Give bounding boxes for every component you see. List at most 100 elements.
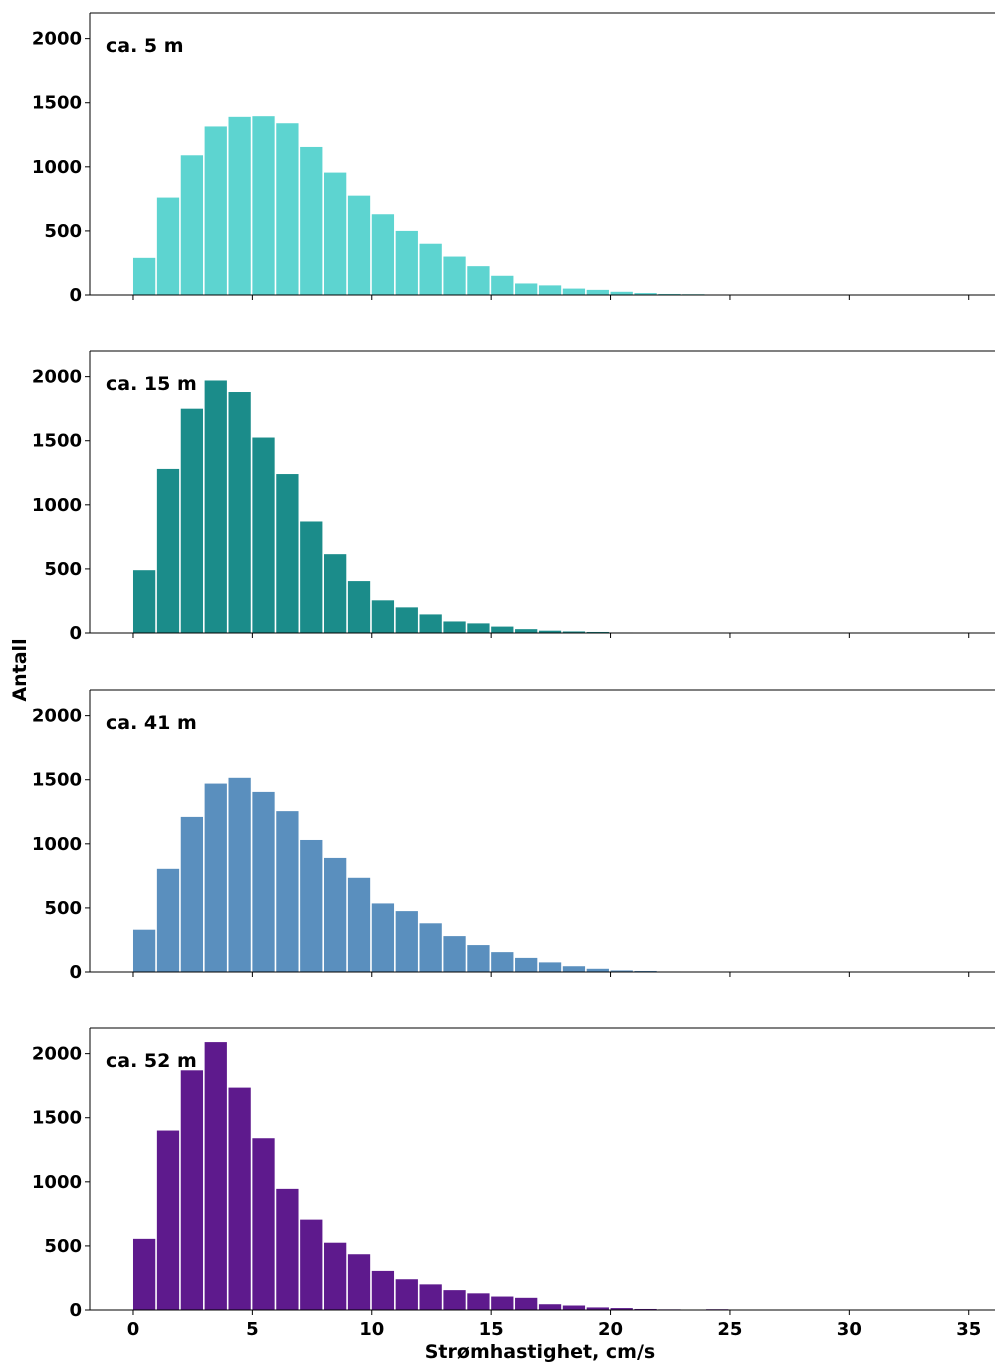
bar	[419, 614, 442, 633]
bar	[228, 1087, 251, 1310]
bar	[252, 1138, 275, 1310]
bar	[347, 195, 371, 295]
bar	[395, 230, 418, 295]
x-tick-label: 35	[956, 1319, 981, 1340]
y-tick-label: 0	[69, 1300, 82, 1321]
bar	[132, 929, 156, 972]
y-axis-title: Antall	[9, 638, 31, 701]
bar	[371, 600, 395, 633]
bar	[586, 1307, 609, 1310]
bar	[132, 257, 156, 295]
bar	[204, 783, 227, 972]
panel-label: ca. 5 m	[106, 35, 184, 57]
y-tick-label: 1000	[32, 1172, 82, 1193]
bar	[538, 285, 562, 295]
x-tick-label: 20	[598, 1319, 623, 1340]
y-tick-label: 1500	[32, 431, 82, 452]
bar	[395, 607, 418, 633]
bar	[491, 1296, 514, 1310]
panel-4: 0 500 1000 1500 2000 0 5 10 15 20 25 30 35 ca. 52 m	[32, 1027, 995, 1340]
bar	[395, 1279, 418, 1310]
bar	[180, 816, 204, 972]
bar	[610, 970, 633, 972]
bar	[132, 570, 156, 633]
bar	[228, 116, 251, 295]
y-tick-label: 500	[44, 898, 82, 919]
x-tick-label: 15	[479, 1319, 504, 1340]
bar	[204, 126, 227, 295]
bar	[276, 123, 299, 296]
bar	[371, 1270, 395, 1310]
bar	[156, 1130, 180, 1310]
y-tick-label: 1500	[32, 1108, 82, 1129]
bar	[491, 626, 514, 633]
x-tick-label: 10	[359, 1319, 384, 1340]
y-tick-label: 2000	[32, 706, 82, 727]
bar	[443, 1290, 466, 1310]
bar	[515, 957, 538, 972]
bar	[467, 945, 490, 972]
y-tick-label: 2000	[32, 29, 82, 50]
panel-label: ca. 41 m	[106, 712, 197, 734]
y-tick-label: 500	[44, 1236, 82, 1257]
bar	[228, 392, 251, 633]
bar	[467, 1293, 490, 1310]
bar	[586, 631, 609, 633]
bar	[204, 1042, 227, 1310]
bar	[347, 581, 371, 633]
y-tick-label: 1000	[32, 157, 82, 178]
y-tick-label: 2000	[32, 367, 82, 388]
y-tick-label: 0	[69, 285, 82, 306]
bar	[324, 554, 347, 633]
y-tick-label: 1000	[32, 495, 82, 516]
bar	[515, 283, 538, 295]
bar	[324, 172, 347, 295]
bar	[419, 923, 442, 972]
y-tick-label: 2000	[32, 1044, 82, 1065]
bar	[562, 288, 586, 295]
bar	[491, 275, 514, 295]
bar	[586, 289, 609, 295]
x-tick-label: 25	[717, 1319, 742, 1340]
bar	[634, 293, 657, 295]
bar	[204, 380, 227, 633]
bar	[156, 197, 180, 295]
bar	[180, 1070, 204, 1310]
bar	[276, 1188, 299, 1310]
bar	[324, 857, 347, 972]
bar	[132, 1238, 156, 1310]
bar	[347, 877, 371, 972]
y-tick-label: 1500	[32, 93, 82, 114]
bar	[419, 1284, 442, 1310]
bar	[371, 214, 395, 295]
bar	[538, 962, 562, 972]
panels: 0 500 1000 1500 2000 ca. 5 m 0 500 1000 1500 2000 c…	[32, 12, 995, 1340]
bar	[467, 623, 490, 633]
bar	[300, 521, 323, 633]
bar	[371, 903, 395, 972]
x-tick-label: 5	[246, 1319, 259, 1340]
panel-label: ca. 15 m	[106, 373, 197, 395]
bar	[300, 839, 323, 972]
y-tick-label: 1000	[32, 834, 82, 855]
bar	[467, 266, 490, 295]
y-tick-label: 0	[69, 962, 82, 983]
bar	[276, 474, 299, 633]
bar	[156, 868, 180, 972]
x-tick-label: 30	[837, 1319, 862, 1340]
bar	[443, 256, 466, 295]
bar	[300, 1219, 323, 1310]
bar	[180, 408, 204, 633]
bar	[538, 1304, 562, 1310]
bar	[658, 293, 681, 295]
bar	[443, 621, 466, 633]
bar	[276, 811, 299, 972]
bar	[252, 437, 275, 633]
bar	[515, 629, 538, 633]
bar	[515, 1297, 538, 1310]
bar	[180, 155, 204, 295]
bar	[586, 968, 609, 972]
bar	[562, 1305, 586, 1310]
bar	[538, 630, 562, 633]
